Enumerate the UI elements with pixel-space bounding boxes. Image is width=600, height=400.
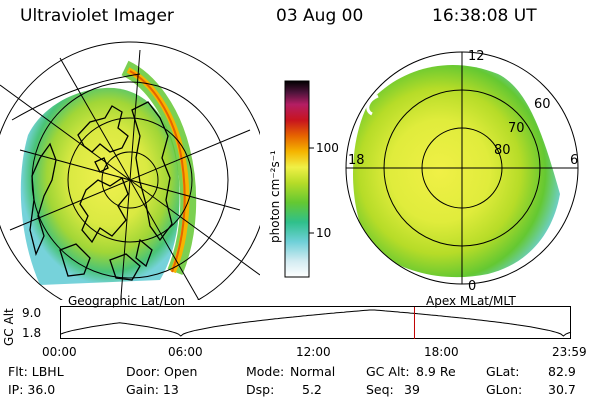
geo-grid <box>0 41 260 300</box>
gc-alt-value: 8.9 Re <box>416 364 456 379</box>
mlat-label-70: 70 <box>508 121 525 136</box>
timeline-xtick-1200: 12:00 <box>296 345 331 359</box>
altitude-timeline <box>60 306 572 339</box>
mlt-panel-label: Apex MLat/MLT <box>426 294 516 308</box>
dsp-label: Dsp: <box>246 382 275 397</box>
polar-grid <box>345 51 579 285</box>
timeline-xtick-0000: 00:00 <box>42 345 77 359</box>
mlt-label-18: 18 <box>348 153 365 168</box>
timeline-ytick-max: 9.0 <box>22 306 42 320</box>
coastlines <box>29 101 173 281</box>
timeline-xtick-0600: 06:00 <box>168 345 203 359</box>
timeline-ytick-min: 1.8 <box>22 326 42 340</box>
polar-emission-region <box>353 65 560 278</box>
observation-time: 16:38:08 UT <box>432 6 537 26</box>
glat-label: GLat: <box>486 364 520 379</box>
observation-date: 03 Aug 00 <box>276 6 364 26</box>
mlat-label-60: 60 <box>534 97 551 112</box>
timeline-ylabel: GC Alt <box>2 308 16 346</box>
seq-value: 39 <box>404 382 420 397</box>
glon-value: 30.7 <box>548 382 576 397</box>
mode-value: Normal <box>290 364 336 379</box>
ip-readout: IP: 36.0 <box>8 382 56 397</box>
colorbar-tick-label-100: 100 <box>316 141 339 155</box>
mlt-label-6: 6 <box>570 153 578 168</box>
gain-readout: Gain: 13 <box>126 382 179 397</box>
mlt-label-0: 0 <box>468 279 476 294</box>
colorbar: 100 10 <box>284 80 339 278</box>
mlat-mlt-polar-plot: 12 18 6 0 60 70 80 <box>345 49 579 294</box>
geo-panel-label: Geographic Lat/Lon <box>68 294 186 308</box>
timeline-xtick-1800: 18:00 <box>424 345 459 359</box>
mode-label: Mode: <box>246 364 285 379</box>
colorbar-gradient <box>284 80 310 278</box>
glat-value: 82.9 <box>548 364 576 379</box>
colorbar-unit-label: photon cm⁻²s⁻¹ <box>268 150 282 243</box>
timeline-frame <box>60 306 571 339</box>
geographic-aurora-image <box>0 41 260 300</box>
terminator-line <box>11 73 141 121</box>
emission-gap <box>366 94 379 116</box>
mlat-label-80: 80 <box>494 143 511 158</box>
polar-axis-labels: 12 18 6 0 60 70 80 <box>348 49 578 294</box>
door-readout: Door: Open <box>126 364 198 379</box>
auroral-arc-peak <box>129 70 186 273</box>
mlt-label-12: 12 <box>468 49 485 64</box>
gc-alt-label: GC Alt: <box>366 364 410 379</box>
filter-readout: Flt: LBHL <box>8 364 64 379</box>
colorbar-tick-label-10: 10 <box>316 226 331 240</box>
instrument-title: Ultraviolet Imager <box>20 6 174 26</box>
glon-label: GLon: <box>486 382 523 397</box>
timeline-xtick-2359: 23:59 <box>552 345 587 359</box>
seq-label: Seq: <box>366 382 394 397</box>
dsp-value: 5.2 <box>302 382 322 397</box>
altitude-curve <box>60 309 572 337</box>
